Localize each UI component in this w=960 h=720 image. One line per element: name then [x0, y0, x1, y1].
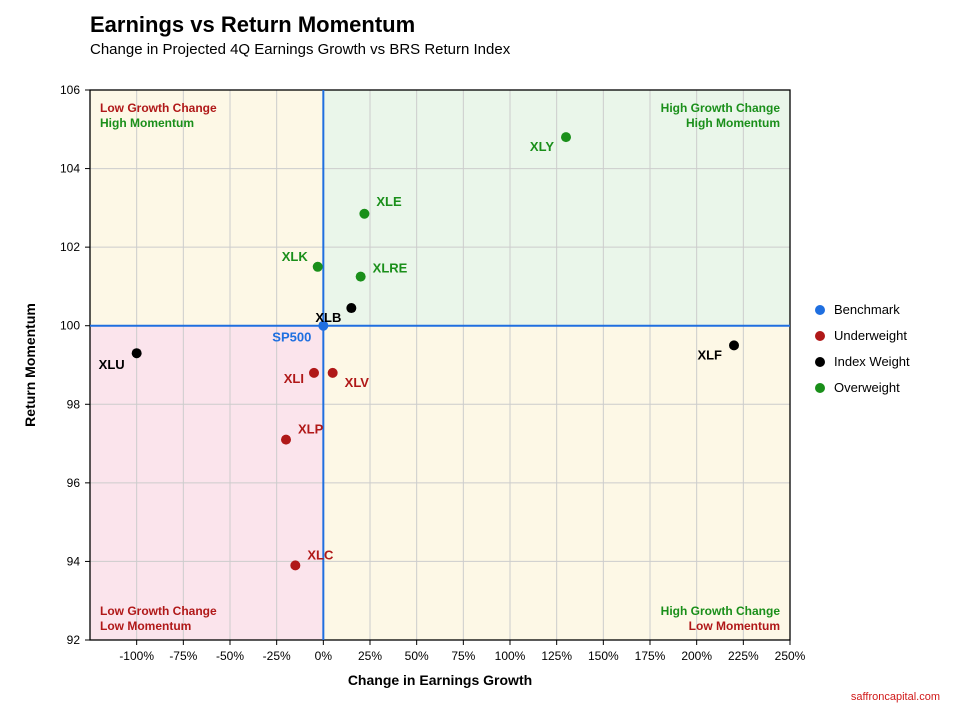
- legend-label: Index Weight: [834, 354, 910, 369]
- y-tick-label: 98: [67, 397, 81, 411]
- legend-marker: [815, 383, 825, 393]
- x-tick-label: -100%: [119, 649, 154, 663]
- y-tick-label: 106: [60, 83, 80, 97]
- y-axis-label: Return Momentum: [22, 303, 38, 427]
- data-point-label: XLE: [376, 194, 402, 209]
- chart-title: Earnings vs Return Momentum: [90, 12, 415, 37]
- y-tick-label: 94: [67, 554, 81, 568]
- x-tick-label: 225%: [728, 649, 759, 663]
- data-point-label: SP500: [272, 330, 311, 345]
- x-tick-label: 25%: [358, 649, 382, 663]
- credit-text: saffroncapital.com: [851, 691, 940, 703]
- y-tick-label: 102: [60, 240, 80, 254]
- scatter-chart: -100% -75% -50% -25% 0% 25% 50% 75% 100% 125% 150%…: [0, 0, 960, 720]
- x-tick-label: -50%: [216, 649, 244, 663]
- quadrant-label: Low Momentum: [689, 619, 780, 633]
- x-tick-label: -75%: [169, 649, 197, 663]
- legend-marker: [815, 357, 825, 367]
- quadrant-label: Low Growth Change: [100, 604, 217, 618]
- y-tick-label: 96: [67, 476, 81, 490]
- x-tick-label: 250%: [775, 649, 806, 663]
- legend-label: Benchmark: [834, 302, 900, 317]
- data-point: [281, 435, 291, 445]
- x-axis-label: Change in Earnings Growth: [348, 672, 532, 688]
- data-point: [346, 303, 356, 313]
- data-point-label: XLI: [284, 371, 304, 386]
- data-point: [290, 560, 300, 570]
- data-point: [309, 368, 319, 378]
- data-point-label: XLP: [298, 422, 324, 437]
- x-tick-label: 200%: [681, 649, 712, 663]
- chart-svg: -100% -75% -50% -25% 0% 25% 50% 75% 100% 125% 150%…: [0, 0, 960, 720]
- data-point-label: XLC: [307, 547, 334, 562]
- data-point-label: XLB: [315, 310, 341, 325]
- quadrant-label: Low Momentum: [100, 619, 191, 633]
- quadrant-label: High Growth Change: [661, 101, 781, 115]
- quadrant-label: High Momentum: [686, 116, 780, 130]
- data-point: [729, 340, 739, 350]
- data-point-label: XLK: [282, 249, 309, 264]
- y-tick-label: 100: [60, 319, 80, 333]
- x-tick-label: 75%: [451, 649, 475, 663]
- data-point: [561, 132, 571, 142]
- data-point: [328, 368, 338, 378]
- x-tick-label: 100%: [495, 649, 526, 663]
- legend-marker: [815, 331, 825, 341]
- legend-marker: [815, 305, 825, 315]
- x-tick-label: 50%: [405, 649, 429, 663]
- legend-label: Overweight: [834, 380, 900, 395]
- data-point-label: XLU: [99, 357, 125, 372]
- data-point-label: XLRE: [373, 261, 408, 276]
- data-point: [356, 272, 366, 282]
- x-tick-label: 175%: [635, 649, 666, 663]
- y-tick-label: 92: [67, 633, 81, 647]
- data-point-label: XLY: [530, 139, 554, 154]
- data-point-label: XLF: [697, 347, 722, 362]
- data-point: [359, 209, 369, 219]
- x-tick-label: 150%: [588, 649, 619, 663]
- y-tick-label: 104: [60, 162, 80, 176]
- quadrant-label: Low Growth Change: [100, 101, 217, 115]
- data-point: [132, 348, 142, 358]
- legend-label: Underweight: [834, 328, 907, 343]
- chart-subtitle: Change in Projected 4Q Earnings Growth v…: [90, 41, 511, 58]
- data-point-label: XLV: [345, 375, 370, 390]
- x-tick-label: 125%: [541, 649, 572, 663]
- x-tick-label: 0%: [315, 649, 333, 663]
- x-tick-label: -25%: [263, 649, 291, 663]
- quadrant-label: High Momentum: [100, 116, 194, 130]
- data-point: [313, 262, 323, 272]
- quadrant-label: High Growth Change: [661, 604, 781, 618]
